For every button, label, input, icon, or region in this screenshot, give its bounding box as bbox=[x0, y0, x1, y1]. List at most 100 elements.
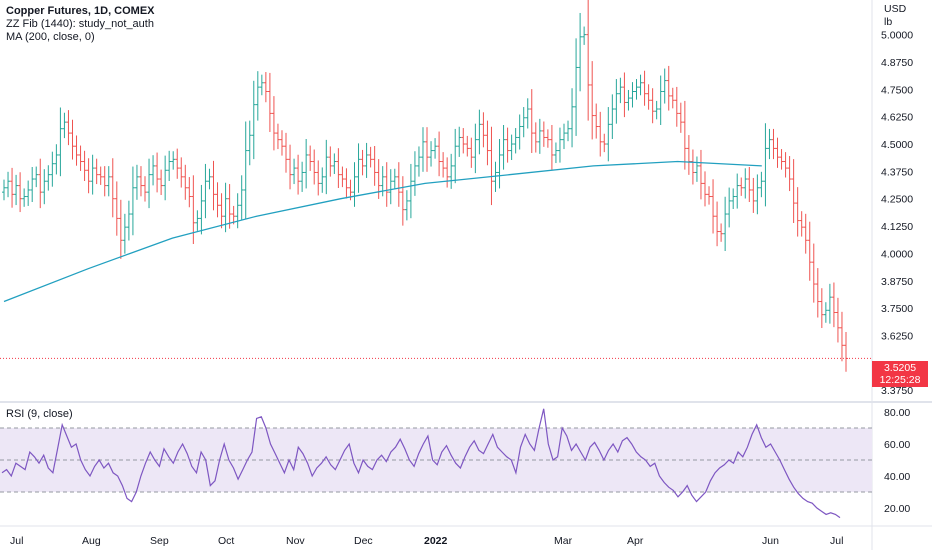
ohlc-bar bbox=[731, 188, 736, 210]
price-tick-label: 4.6250 bbox=[881, 112, 913, 124]
ohlc-bar bbox=[618, 77, 623, 104]
ohlc-bar bbox=[130, 166, 135, 236]
ohlc-bar bbox=[420, 127, 425, 172]
ohlc-bar bbox=[598, 111, 603, 157]
ohlc-bar bbox=[58, 107, 63, 177]
ohlc-bar bbox=[541, 121, 546, 147]
ohlc-bar bbox=[469, 137, 474, 168]
ohlc-bar bbox=[735, 173, 740, 209]
ohlc-bar bbox=[698, 149, 703, 200]
ohlc-bar bbox=[288, 144, 293, 190]
ohlc-bar bbox=[10, 167, 15, 208]
ohlc-bar bbox=[352, 162, 357, 207]
ohlc-bar bbox=[231, 205, 236, 225]
ohlc-bar bbox=[300, 161, 305, 192]
ohlc-bar bbox=[425, 127, 430, 172]
ohlc-bar bbox=[344, 168, 349, 199]
ohlc-bar bbox=[94, 158, 99, 185]
ohlc-bar bbox=[497, 138, 502, 189]
ohlc-bar bbox=[574, 38, 579, 136]
ohlc-bar bbox=[694, 156, 699, 182]
ohlc-bar bbox=[247, 120, 252, 166]
price-tick-label: 3.3750 bbox=[881, 385, 913, 397]
ohlc-bar bbox=[122, 213, 127, 254]
ohlc-bar bbox=[610, 94, 615, 139]
ohlc-bar bbox=[251, 80, 256, 160]
ohlc-bar bbox=[803, 213, 808, 254]
price-tick-label: 3.7500 bbox=[881, 303, 913, 315]
ohlc-bar bbox=[360, 149, 365, 176]
ohlc-bar bbox=[594, 103, 599, 139]
rsi-tick-label: 40.00 bbox=[884, 471, 910, 483]
ohlc-bar bbox=[477, 109, 482, 155]
time-tick-label: Mar bbox=[554, 535, 573, 547]
ohlc-bar bbox=[320, 167, 325, 193]
ohlc-bar bbox=[328, 146, 333, 177]
ohlc-bar bbox=[473, 123, 478, 174]
price-tick-label: 4.5000 bbox=[881, 139, 913, 151]
rsi-tick-label: 80.00 bbox=[884, 407, 910, 419]
ohlc-bar bbox=[400, 176, 405, 226]
ohlc-bar bbox=[493, 161, 498, 192]
ohlc-bar bbox=[441, 152, 446, 178]
ohlc-bar bbox=[437, 131, 442, 177]
ohlc-bar bbox=[634, 79, 639, 100]
ohlc-bar bbox=[14, 174, 19, 206]
ohlc-bar bbox=[215, 182, 220, 218]
ohlc-bar bbox=[106, 166, 111, 197]
time-tick-label: Jul bbox=[830, 535, 843, 547]
ohlc-bar bbox=[525, 98, 530, 129]
ohlc-bar bbox=[642, 70, 647, 106]
ohlc-bar bbox=[630, 82, 635, 108]
ohlc-bar bbox=[844, 331, 848, 372]
ohlc-bar bbox=[759, 171, 764, 198]
ohlc-bar bbox=[501, 124, 506, 170]
ohlc-bar bbox=[489, 126, 494, 206]
ohlc-bar bbox=[650, 88, 655, 124]
ma-200-line bbox=[3, 160, 762, 303]
ohlc-bar bbox=[18, 172, 23, 213]
ohlc-bar bbox=[316, 160, 321, 196]
ohlc-bar bbox=[388, 169, 393, 205]
time-axis: Jul Aug Sep Oct Nov Dec 2022 Mar Apr Jun Jul bbox=[10, 535, 843, 547]
ohlc-bar bbox=[239, 175, 244, 220]
ohlc-bar bbox=[799, 211, 804, 237]
ohlc-bar bbox=[404, 190, 409, 221]
time-tick-label: Dec bbox=[354, 535, 373, 547]
ohlc-bar bbox=[312, 149, 317, 185]
ohlc-bar bbox=[839, 311, 844, 362]
price-tick-label: 4.0000 bbox=[881, 248, 913, 260]
ohlc-bar bbox=[682, 100, 687, 170]
ohlc-bar bbox=[187, 177, 192, 208]
time-tick-label: Sep bbox=[150, 535, 169, 547]
ohlc-bar bbox=[26, 180, 31, 206]
ohlc-bar bbox=[433, 138, 438, 159]
ohlc-bar bbox=[324, 139, 329, 195]
ohlc-bar bbox=[626, 89, 631, 111]
ohlc-bar bbox=[578, 12, 583, 92]
ohlc-bar bbox=[481, 112, 486, 148]
ohlc-bar bbox=[42, 169, 47, 205]
ohlc-bar bbox=[304, 138, 309, 189]
time-tick-label: 2022 bbox=[424, 535, 448, 547]
ohlc-bar bbox=[606, 107, 611, 162]
time-tick-label: Apr bbox=[627, 535, 644, 547]
ohlc-bar bbox=[54, 144, 59, 175]
ohlc-bar bbox=[445, 157, 450, 188]
ohlc-bar bbox=[167, 150, 172, 181]
ohlc-bar bbox=[674, 86, 679, 127]
price-tick-label: 3.6250 bbox=[881, 330, 913, 342]
price-tick-label: 5.0000 bbox=[881, 30, 913, 42]
ohlc-bar bbox=[227, 184, 232, 229]
ohlc-bar bbox=[263, 72, 268, 103]
ohlc-bar bbox=[783, 152, 788, 178]
ohlc-bar bbox=[98, 166, 103, 185]
ohlc-bar bbox=[646, 84, 651, 110]
ohlc-bar bbox=[143, 176, 148, 202]
ohlc-bar bbox=[465, 135, 470, 157]
ohlc-bar bbox=[509, 134, 514, 160]
ohlc-bar bbox=[779, 149, 784, 170]
bar-countdown: 12:25:28 bbox=[879, 374, 921, 386]
ohlc-bar bbox=[6, 171, 11, 198]
